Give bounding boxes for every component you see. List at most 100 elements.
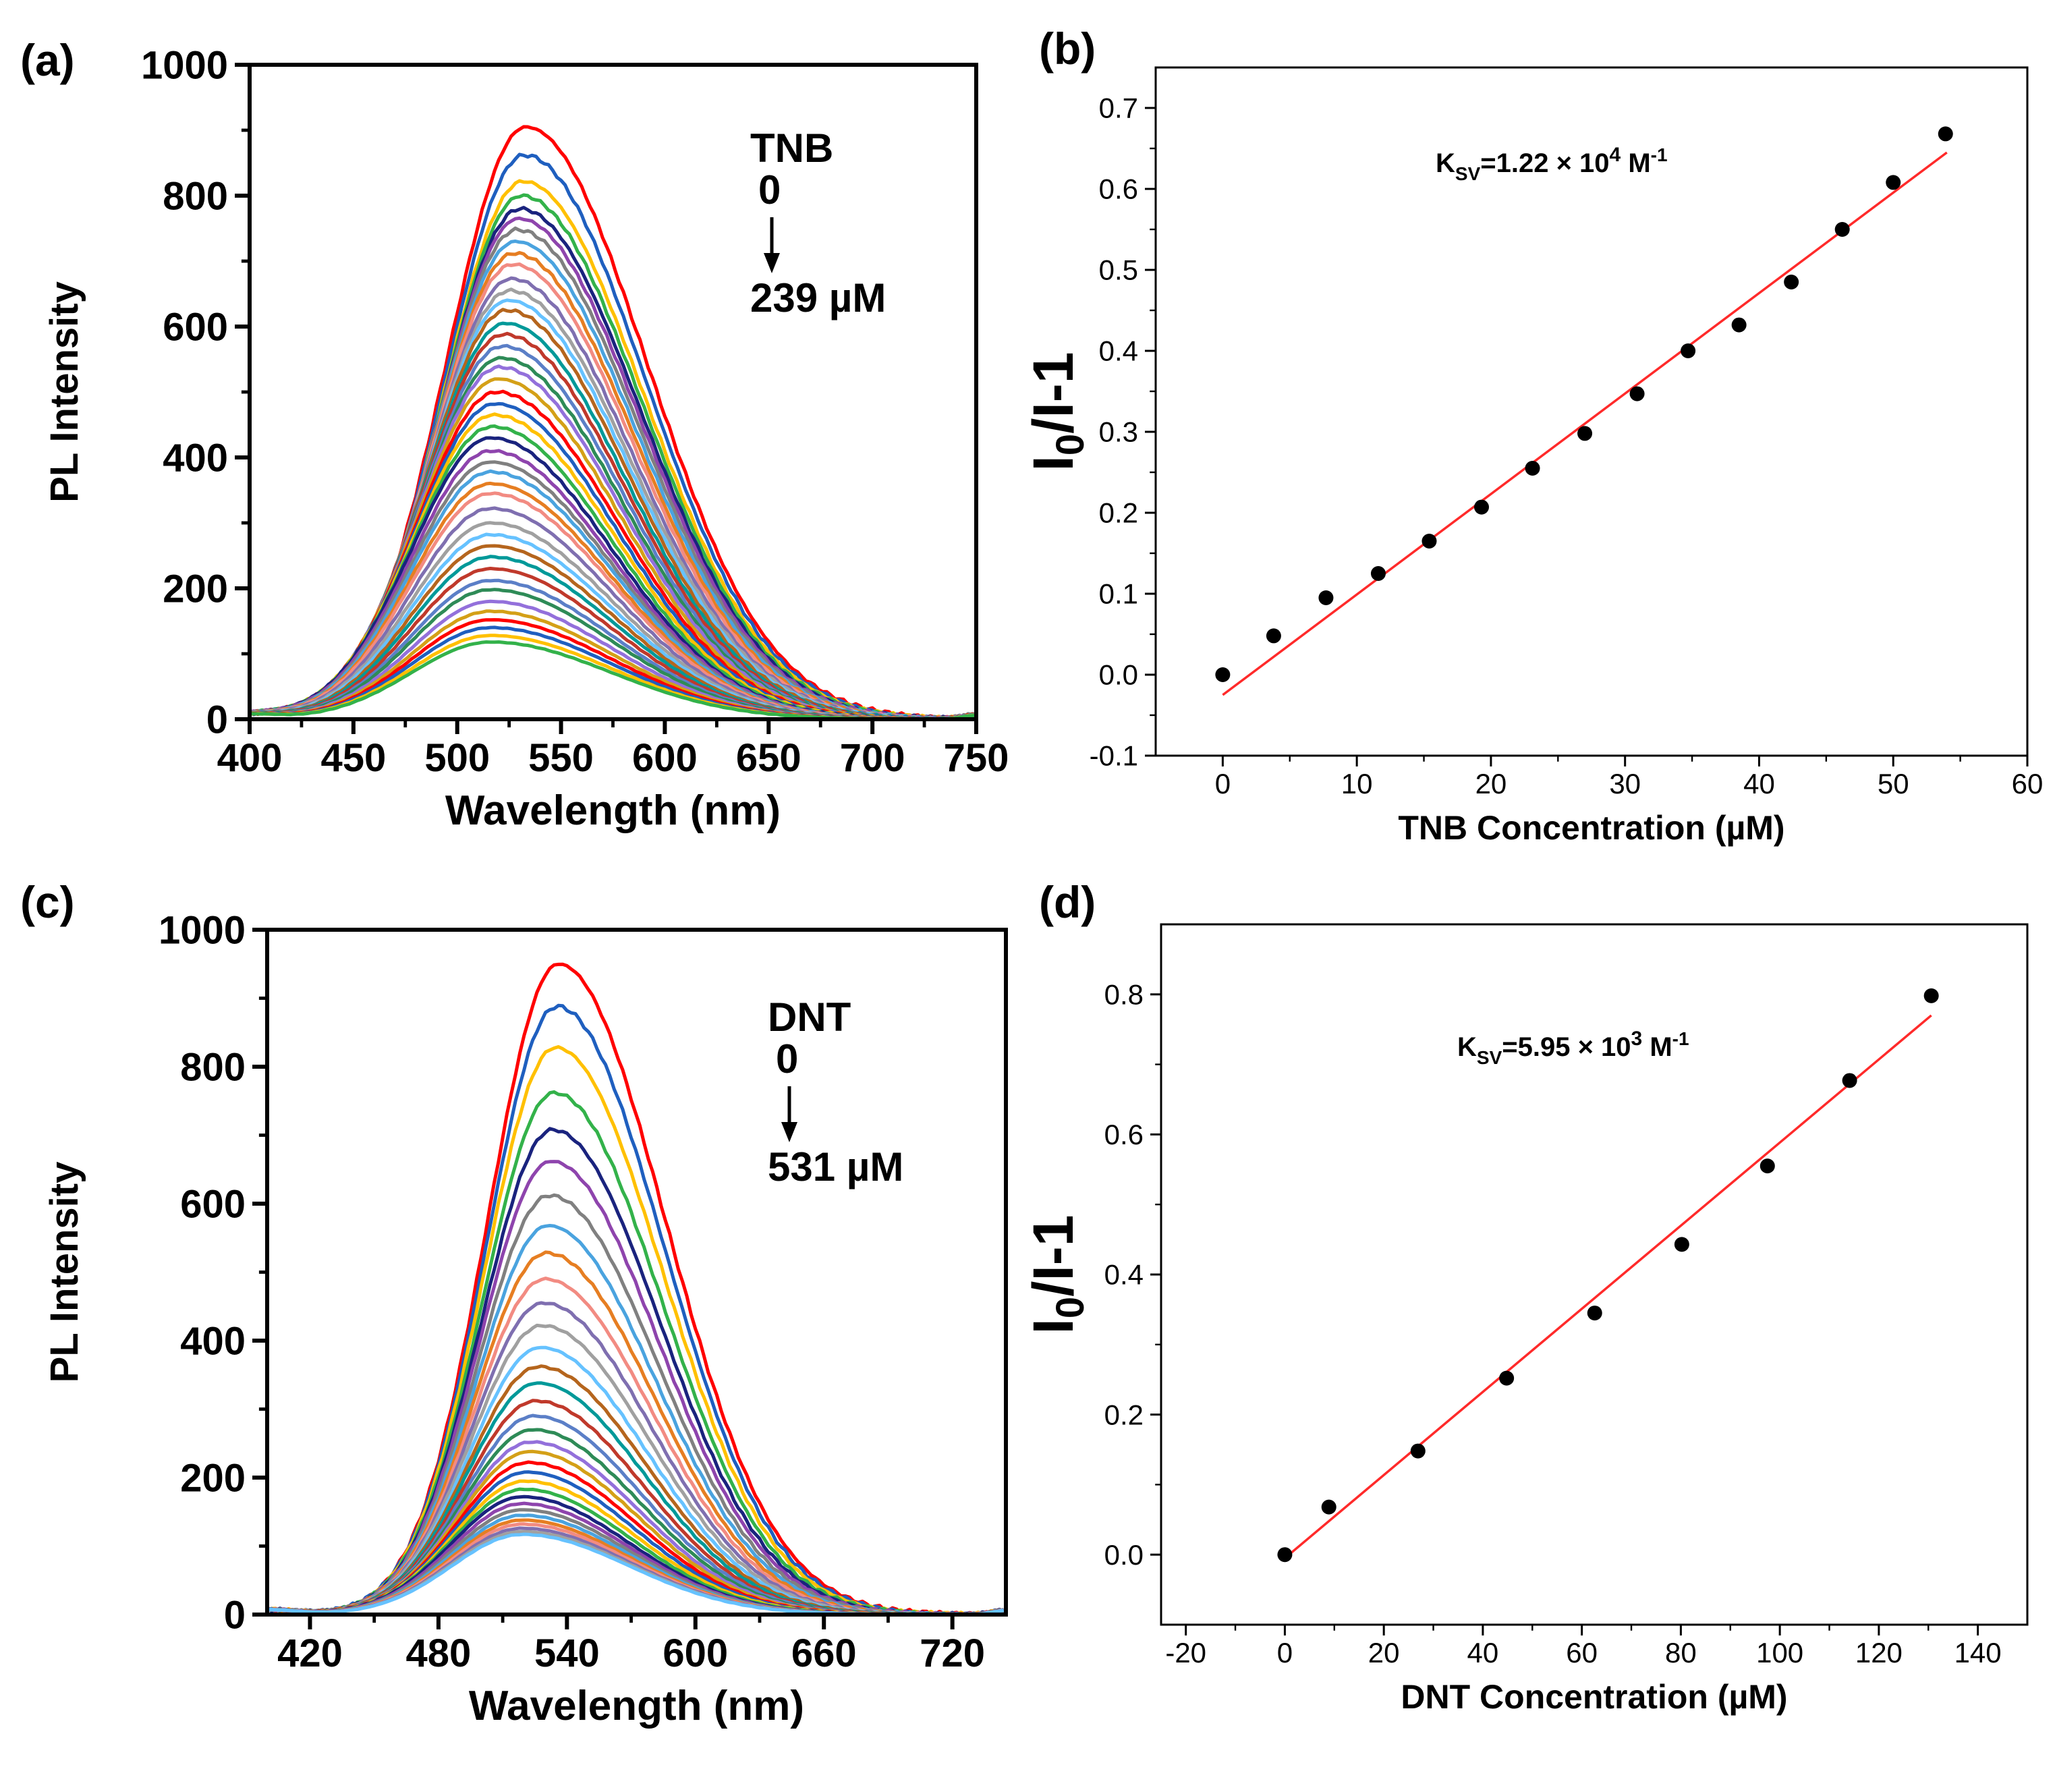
x-axis-label: Wavelength (nm): [445, 787, 781, 834]
y-tick-label: 600: [180, 1182, 246, 1226]
x-tick-label: 540: [534, 1631, 600, 1675]
y-tick-label: 1000: [159, 908, 246, 952]
fit-line: [1284, 1014, 1932, 1559]
x-tick-label: 10: [1341, 768, 1373, 800]
data-point: [1577, 426, 1593, 441]
y-tick-label: 0.7: [1099, 92, 1138, 124]
x-tick-label: 450: [320, 736, 386, 780]
spectrum-line: [267, 962, 1004, 1615]
y-tick-label: -0.1: [1090, 740, 1138, 772]
y-tick-label: 0.5: [1099, 254, 1138, 286]
panel-c: (c) 420 480 540 600 660 720 0 200 400 600 800 1000 Wa…: [20, 877, 1008, 1729]
x-tick-label: 80: [1665, 1637, 1697, 1669]
start-concentration: 0: [758, 167, 781, 213]
data-point: [1277, 1547, 1293, 1563]
axes-frame: [1154, 66, 2029, 757]
spectrum-line: [267, 1364, 1005, 1615]
analyte-label: TNB: [750, 125, 833, 171]
y-tick-label: 0.2: [1104, 1399, 1144, 1430]
y-axis-label: I0/I-1: [1021, 352, 1092, 472]
y-tick-label: 200: [163, 567, 228, 611]
plot-area: [267, 962, 1005, 1615]
axes-frame: [265, 928, 1008, 1617]
data-point: [1886, 175, 1901, 190]
y-tick-label: 0.0: [1104, 1539, 1144, 1571]
x-tick-label: -20: [1165, 1637, 1206, 1669]
x-axis-label: Wavelength (nm): [469, 1683, 804, 1729]
data-point: [1215, 667, 1231, 682]
y-tick-label: 0.2: [1099, 497, 1138, 529]
x-tick-label: 20: [1368, 1637, 1400, 1669]
x-tick-label: 40: [1743, 768, 1775, 800]
axes-frame: [1160, 923, 2029, 1626]
x-tick-label: 660: [791, 1631, 857, 1675]
panel-label: (d): [1039, 877, 1096, 927]
panel-d: (d) -20 0 20 40 60 80 100 120 140 0.0 0.2 0.4 0.6 0.8 D…: [1021, 877, 2029, 1716]
end-concentration: 531 µM: [768, 1144, 903, 1189]
y-tick-label: 0: [206, 698, 228, 741]
y-tick-label: 800: [180, 1045, 246, 1089]
x-tick-label: 600: [632, 736, 698, 780]
y-tick-label: 0.4: [1099, 335, 1138, 367]
y-tick-label: 400: [180, 1319, 246, 1363]
x-tick-label: 120: [1855, 1637, 1903, 1669]
x-tick-label: 400: [217, 736, 283, 780]
spectrum-line: [267, 1323, 1005, 1615]
y-tick-label: 400: [163, 436, 228, 480]
x-tick-label: 720: [920, 1631, 985, 1675]
y-tick-label: 200: [180, 1456, 246, 1500]
x-tick-label: 600: [663, 1631, 728, 1675]
y-tick-label: 800: [163, 174, 228, 218]
x-tick-label: 140: [1954, 1637, 2002, 1669]
y-tick-label: 0.4: [1104, 1259, 1144, 1291]
y-tick-label: 0.1: [1099, 578, 1138, 610]
data-point: [1421, 534, 1437, 549]
x-tick-label: 50: [1878, 768, 1909, 800]
x-tick-label: 60: [1566, 1637, 1598, 1669]
x-tick-label: 480: [406, 1631, 472, 1675]
data-point: [1525, 461, 1540, 476]
y-tick-label: 0.8: [1104, 979, 1144, 1011]
panel-a: (a) 400 450 500 550 600 650 700 750 0 200 400 600 800…: [20, 35, 1009, 834]
spectrum-line: [267, 1345, 1005, 1615]
x-tick-label: 0: [1215, 768, 1231, 800]
x-axis-label: TNB Concentration (µM): [1398, 809, 1784, 847]
start-concentration: 0: [776, 1036, 798, 1082]
y-axis-label: PL Intensity: [43, 1162, 86, 1383]
plot-area: [1215, 126, 1953, 696]
data-point: [1410, 1443, 1426, 1459]
data-point: [1842, 1073, 1857, 1088]
ksv-annotation: KSV=5.95 × 103 M-1: [1457, 1028, 1689, 1068]
x-tick-label: 60: [2012, 768, 2044, 800]
data-point: [1784, 275, 1799, 289]
data-point: [1321, 1499, 1336, 1515]
plot-area: [250, 125, 976, 719]
panel-b: (b) 0 10 20 30 40 50 60 -0.1 0.0 0.1 0.2 0.3 0.4 0.5 0.…: [1021, 24, 2043, 847]
x-axis-label: DNT Concentration (µM): [1401, 1678, 1787, 1716]
panel-label: (c): [20, 877, 75, 927]
x-tick-label: 20: [1475, 768, 1507, 800]
y-axis-label: PL Intensity: [43, 281, 86, 503]
y-tick-label: 0.3: [1099, 416, 1138, 448]
x-tick-label: 500: [424, 736, 490, 780]
data-point: [1938, 126, 1953, 142]
x-tick-label: 100: [1756, 1637, 1803, 1669]
data-point: [1923, 988, 1939, 1003]
y-tick-label: 1000: [141, 43, 228, 87]
y-tick-label: 0.6: [1099, 173, 1138, 205]
down-arrow-head: [764, 253, 780, 273]
data-point: [1681, 343, 1696, 358]
y-tick-label: 0.6: [1104, 1119, 1144, 1150]
y-tick-label: 0: [224, 1593, 246, 1637]
y-tick-label: 600: [163, 305, 228, 349]
data-point: [1834, 222, 1850, 237]
analyte-label: DNT: [768, 995, 851, 1040]
data-point: [1266, 628, 1281, 644]
data-point: [1499, 1370, 1515, 1386]
x-tick-label: 650: [736, 736, 801, 780]
data-point: [1587, 1306, 1602, 1321]
x-tick-label: 420: [277, 1631, 343, 1675]
data-point: [1674, 1237, 1689, 1252]
x-tick-label: 550: [528, 736, 594, 780]
